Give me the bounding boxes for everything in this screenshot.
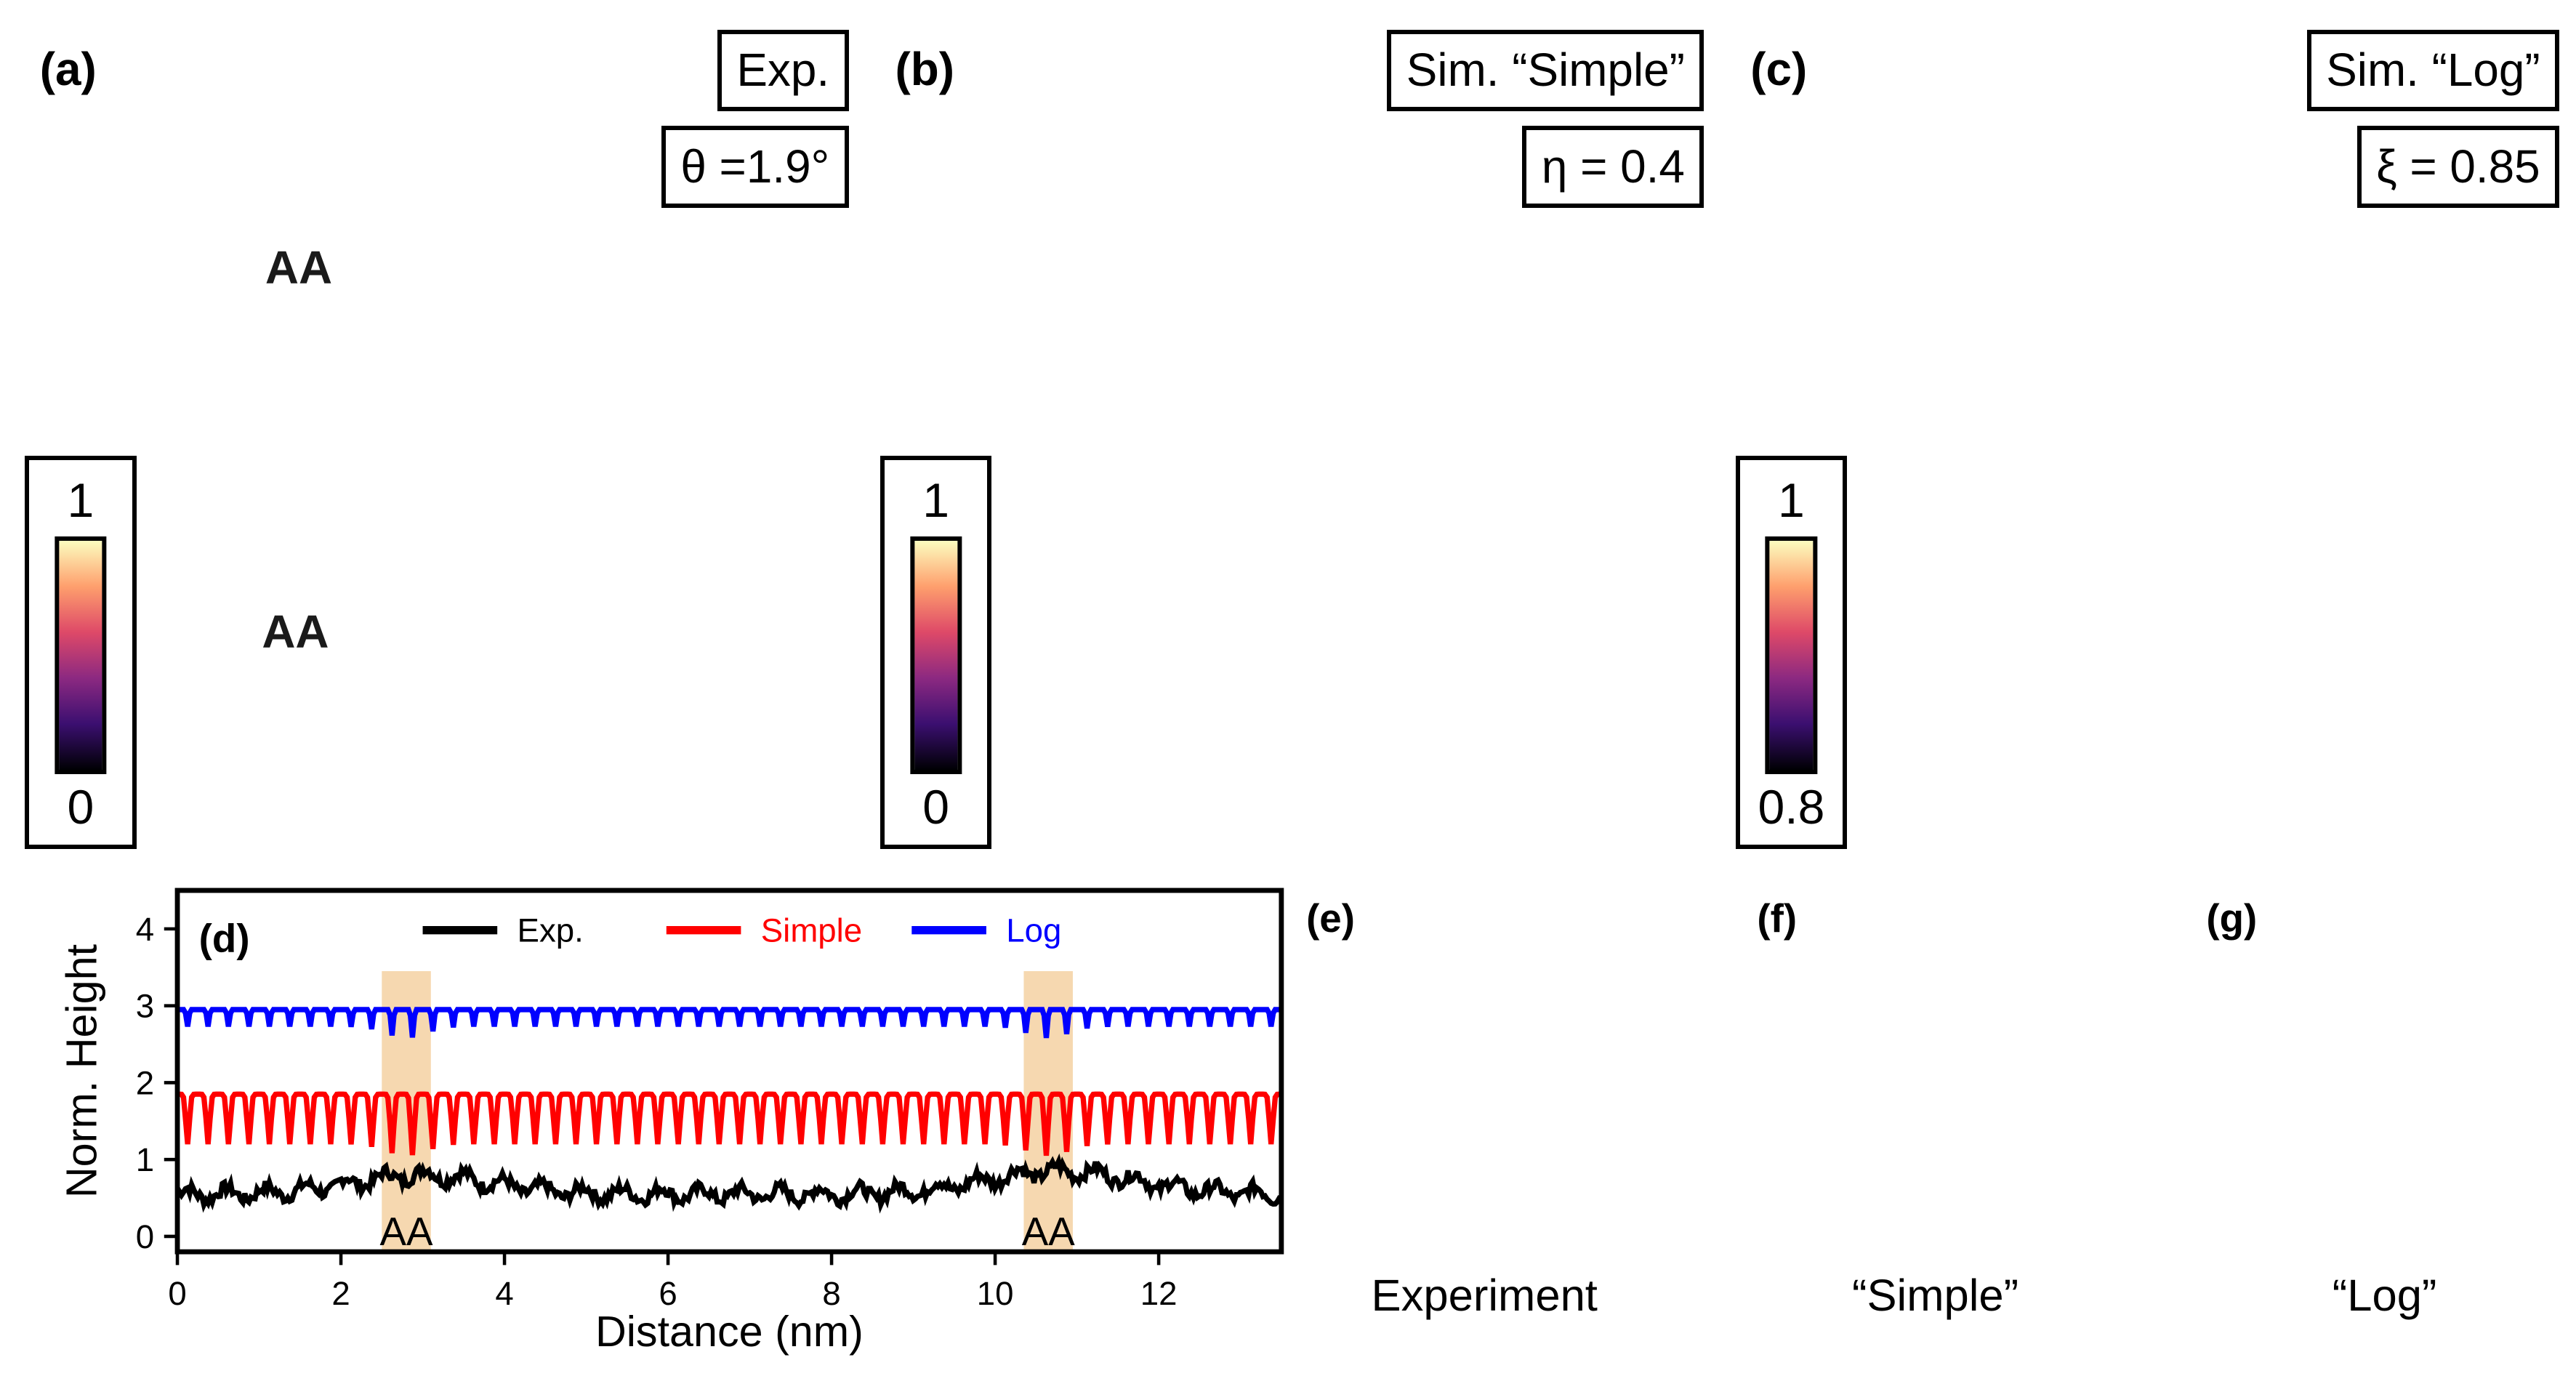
panel-c-xi-parameter: ξ = 0.85 xyxy=(2356,126,2560,208)
x-tick-label-4: 8 xyxy=(822,1275,840,1312)
x-tick-label-0: 0 xyxy=(168,1275,186,1312)
panel-a-title: Exp. xyxy=(717,30,849,112)
colorbar-gradient xyxy=(910,536,962,774)
series-simple xyxy=(177,1091,1281,1156)
legend-label-0: Exp. xyxy=(518,912,584,949)
panel-b-simple-simulation: (b) Sim. “Simple” η = 0.4 1 0 xyxy=(872,17,1715,859)
aa-region-label-0: AA xyxy=(380,1209,433,1254)
aa-label-upper: AA xyxy=(265,241,333,294)
panel-c-title: Sim. “Log” xyxy=(2306,30,2560,112)
x-tick-label-1: 2 xyxy=(331,1275,350,1312)
panel-f-simple-zoom: (f) xyxy=(1748,888,2122,1261)
panel-g-log-zoom: (g) xyxy=(2198,888,2571,1261)
panel-a-experiment-map: (a) Exp. θ =1.9° AA AA 1 0 xyxy=(17,17,859,859)
legend-label-1: Simple xyxy=(761,912,862,949)
x-tick-label-5: 10 xyxy=(977,1275,1014,1312)
legend-label-2: Log xyxy=(1006,912,1061,949)
aa-region-label-1: AA xyxy=(1022,1209,1075,1254)
colorbar-max-label: 1 xyxy=(1778,473,1805,528)
panel-d-label: (d) xyxy=(199,915,250,960)
plot-frame xyxy=(174,888,1284,1255)
panel-c-label: (c) xyxy=(1740,33,1817,106)
panel-g-caption: “Log” xyxy=(2332,1270,2437,1321)
y-tick-label-0: 0 xyxy=(136,1218,154,1255)
profile-series xyxy=(175,1006,1282,1214)
x-tick-label-6: 12 xyxy=(1140,1275,1178,1312)
aa-label-lower: AA xyxy=(262,605,329,659)
y-axis-label: Norm. Height xyxy=(57,944,105,1198)
y-tick-label-1: 1 xyxy=(136,1141,154,1178)
x-tick-label-2: 4 xyxy=(495,1275,513,1312)
legend: Exp. Simple Log xyxy=(422,912,1061,949)
panel-c-log-simulation: (c) Sim. “Log” ξ = 0.85 1 0.8 xyxy=(1727,17,2569,859)
colorbar-max-label: 1 xyxy=(922,473,950,528)
y-tick-label-4: 4 xyxy=(136,911,154,948)
panel-a-twist-angle: θ =1.9° xyxy=(661,126,849,208)
x-axis-label: Distance (nm) xyxy=(595,1307,864,1356)
panel-a-label: (a) xyxy=(30,33,107,106)
y-tick-label-3: 3 xyxy=(136,987,154,1024)
x-tick-label-3: 6 xyxy=(659,1275,677,1312)
panel-b-eta-parameter: η = 0.4 xyxy=(1522,126,1704,208)
panel-e-caption: Experiment xyxy=(1371,1270,1598,1321)
panel-b-title: Sim. “Simple” xyxy=(1387,30,1704,112)
scale-bar xyxy=(588,787,813,818)
colorbar-min-label: 0.8 xyxy=(1758,780,1825,834)
panel-e-experiment-zoom: (e) xyxy=(1297,888,1671,1261)
colorbar-min-label: 0 xyxy=(67,780,94,834)
series-log xyxy=(177,1006,1281,1038)
colorbar-min-label: 0 xyxy=(922,780,950,834)
panel-f-caption: “Simple” xyxy=(1851,1270,2019,1321)
panel-b-colorbar: 1 0 xyxy=(880,456,992,850)
panel-g-label: (g) xyxy=(2198,888,2266,949)
colorbar-gradient xyxy=(1765,536,1818,774)
panel-c-colorbar: 1 0.8 xyxy=(1735,456,1848,850)
aa-highlight-regions: AA AA xyxy=(380,970,1075,1254)
panel-f-label: (f) xyxy=(1748,888,1806,949)
panel-b-label: (b) xyxy=(885,33,965,106)
series-exp xyxy=(175,1153,1282,1214)
colorbar-max-label: 1 xyxy=(67,473,94,528)
panel-e-label: (e) xyxy=(1297,888,1364,949)
y-tick-label-2: 2 xyxy=(136,1064,154,1101)
panel-a-colorbar: 1 0 xyxy=(25,456,137,850)
colorbar-gradient xyxy=(55,536,107,774)
